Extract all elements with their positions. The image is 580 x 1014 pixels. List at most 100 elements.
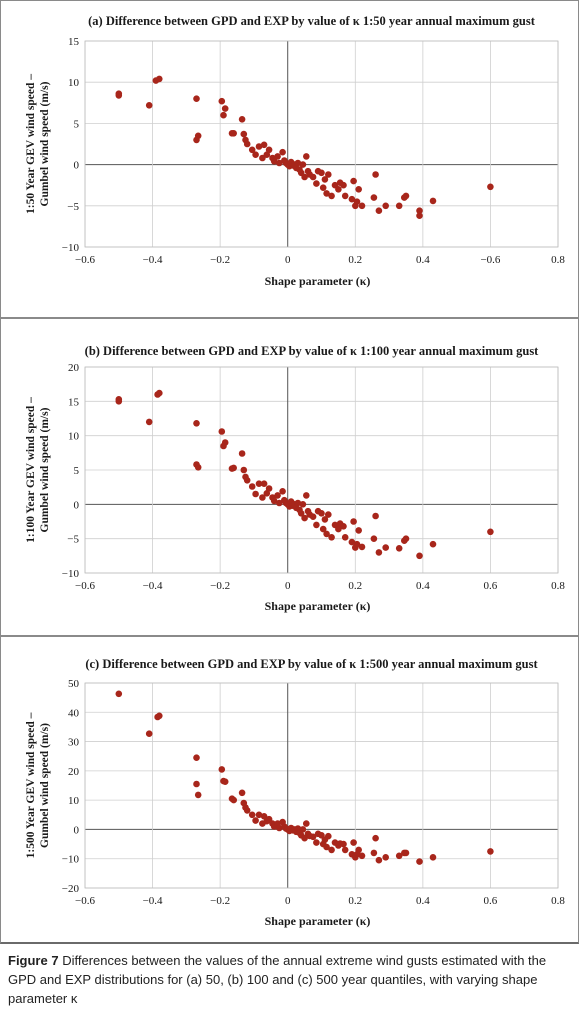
data-point	[382, 202, 390, 210]
data-point	[353, 198, 361, 205]
data-point	[429, 540, 437, 548]
data-point	[382, 854, 390, 861]
y-tick-label: 5	[74, 465, 80, 477]
y-axis-label: 1:100 Year GEV wind speed – Gumbel wind s…	[25, 397, 51, 543]
data-point	[323, 843, 330, 851]
data-point	[299, 501, 307, 508]
data-point	[309, 513, 317, 520]
x-tick-label: 0.2	[348, 895, 362, 907]
chart-panel-b: (b) Difference between GPD and EXP by va…	[0, 318, 579, 636]
data-point	[358, 852, 366, 860]
data-point	[375, 856, 383, 864]
data-point	[156, 389, 163, 397]
data-point	[252, 817, 259, 824]
data-point	[260, 813, 268, 820]
data-point	[243, 807, 251, 814]
data-point	[218, 428, 226, 435]
data-point	[375, 549, 383, 556]
data-point	[313, 521, 320, 529]
data-point	[276, 824, 283, 832]
chart-title: (c) Difference between GPD and EXP by va…	[85, 657, 538, 671]
x-tick-label: 0.6	[484, 580, 498, 592]
data-point	[325, 832, 332, 840]
data-point	[221, 105, 229, 112]
data-point	[252, 151, 259, 158]
y-tick-label: 15	[68, 396, 80, 408]
x-tick-label: −0.6	[75, 895, 95, 907]
data-point	[429, 197, 437, 205]
data-point	[335, 525, 342, 533]
data-point	[370, 194, 378, 201]
data-point	[340, 181, 347, 189]
x-axis-label: Shape parameter (κ)	[265, 599, 371, 613]
data-point	[230, 130, 237, 137]
data-point	[238, 789, 246, 797]
data-point	[303, 820, 310, 827]
x-tick-label: 0.8	[551, 895, 565, 907]
data-point	[193, 420, 200, 427]
figure-caption: Figure 7 Differences between the values …	[8, 951, 568, 1008]
x-tick-label: 0	[285, 254, 291, 266]
data-point	[416, 552, 423, 560]
y-tick-label: −5	[67, 201, 79, 213]
data-point	[221, 778, 229, 785]
data-point	[243, 477, 251, 484]
x-tick-label: −0.4	[143, 254, 163, 266]
y-tick-label: 10	[68, 795, 80, 807]
data-point	[115, 90, 123, 97]
data-point	[350, 518, 357, 525]
data-point	[238, 450, 246, 457]
data-point	[145, 418, 153, 426]
data-point	[370, 535, 378, 542]
y-tick-label: −20	[62, 883, 80, 895]
data-point	[341, 846, 349, 854]
data-point	[328, 846, 335, 854]
x-tick-label: −0.2	[210, 580, 230, 592]
scatter-chart: (b) Difference between GPD and EXP by va…	[25, 344, 565, 613]
data-point	[221, 439, 229, 446]
data-point	[355, 527, 363, 534]
data-point	[145, 730, 153, 737]
data-point	[265, 485, 273, 492]
data-point	[270, 158, 278, 165]
data-point	[321, 176, 329, 183]
data-point	[402, 192, 410, 200]
x-tick-label: −0.6	[75, 580, 95, 592]
data-point	[255, 143, 263, 150]
data-point	[260, 141, 268, 149]
data-point	[115, 690, 123, 698]
data-point	[416, 207, 423, 214]
x-tick-label: −0.6	[75, 254, 95, 266]
data-point	[294, 159, 302, 167]
data-point	[260, 480, 268, 487]
data-point	[156, 75, 163, 83]
data-point	[259, 494, 266, 501]
y-tick-label: −10	[62, 854, 80, 866]
data-point	[303, 153, 310, 160]
data-point	[382, 544, 390, 551]
data-point	[358, 543, 366, 551]
data-point	[252, 490, 259, 498]
data-point	[230, 796, 237, 804]
y-tick-label: 0	[74, 160, 80, 172]
data-point	[375, 207, 383, 214]
x-tick-label: 0	[285, 580, 291, 592]
x-tick-label: −0.4	[143, 580, 163, 592]
data-point	[487, 528, 494, 536]
data-point	[294, 499, 302, 507]
data-point	[348, 195, 356, 203]
data-point	[309, 833, 317, 841]
y-tick-label: 15	[68, 36, 80, 48]
data-point	[248, 483, 256, 490]
data-point	[487, 183, 494, 191]
figure-label: Figure 7	[8, 953, 59, 968]
data-point	[372, 512, 379, 520]
x-tick-label: 0.6	[484, 895, 498, 907]
data-point	[230, 464, 237, 472]
data-point	[238, 116, 246, 123]
data-point	[194, 464, 202, 471]
scatter-chart: (c) Difference between GPD and EXP by va…	[25, 657, 565, 928]
plot-frame	[84, 40, 559, 248]
data-point	[313, 180, 320, 187]
scatter-chart: (a) Difference between GPD and EXP by va…	[25, 14, 565, 288]
